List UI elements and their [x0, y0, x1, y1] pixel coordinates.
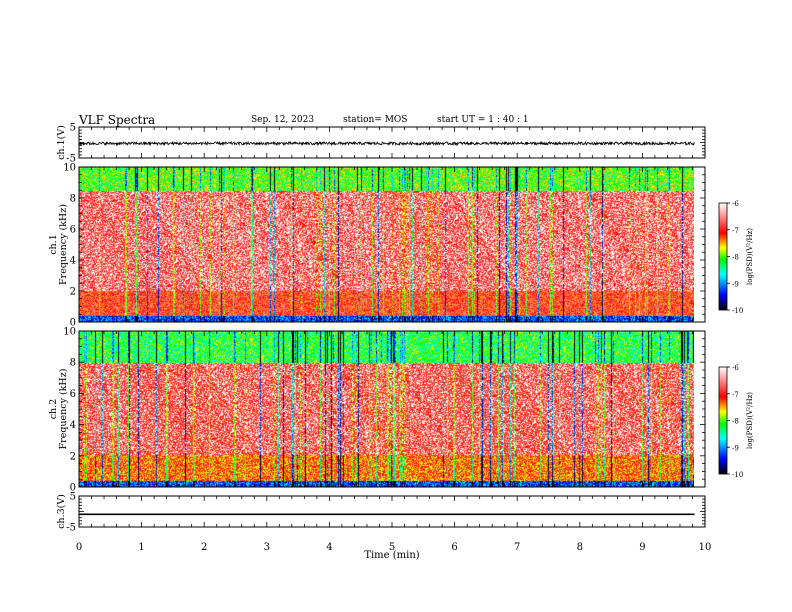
x-tick-label: 4 [326, 542, 332, 553]
y-tick-label: 6 [70, 389, 76, 400]
colorbar-tick-label: -7 [732, 227, 739, 235]
colorbar-label: log(PSD)(V²/Hz) [746, 392, 754, 449]
ch2-spectrogram [79, 331, 694, 487]
y-tick-label: 5 [70, 123, 76, 134]
colorbar-tick-label: -9 [732, 444, 739, 452]
y-axis-label: Frequency (kHz) [58, 369, 69, 450]
colorbar-label: log(PSD)(V²/Hz) [746, 228, 754, 285]
x-tick-label: 5 [389, 542, 395, 553]
colorbar-tick-label: -8 [732, 418, 739, 426]
x-tick-label: 10 [699, 542, 712, 553]
x-tick-label: 6 [451, 542, 457, 553]
colorbar-tick-label: -6 [732, 200, 739, 208]
y-axis-label: ch.1(V) [56, 125, 67, 160]
waveform-layer [78, 140, 695, 516]
x-tick-label: 7 [514, 542, 520, 553]
y-axis-label: Frequency (kHz) [58, 204, 69, 285]
x-tick-label: 3 [264, 542, 270, 553]
y-tick-label: -5 [66, 523, 76, 534]
colorbar-tick-label: -7 [732, 391, 739, 399]
y-tick-label: 10 [63, 327, 76, 338]
y-tick-label: 8 [70, 194, 76, 205]
y-tick-label: 2 [70, 287, 76, 298]
date-label: Sep. 12, 2023 [251, 115, 315, 125]
y-tick-label: 2 [70, 451, 76, 462]
y-axis-label: ch.3(V) [56, 494, 67, 529]
colorbar-tick-label: -10 [732, 471, 743, 479]
colorbar-tick-label: -9 [732, 280, 739, 288]
y-tick-label: 4 [70, 256, 76, 267]
x-tick-label: 2 [201, 542, 207, 553]
y-tick-label: 6 [70, 225, 76, 236]
y-tick-label: -5 [66, 154, 76, 165]
y-tick-label: 0 [70, 483, 76, 494]
y-tick-label: 10 [63, 163, 76, 174]
x-tick-label: 0 [76, 542, 82, 553]
x-tick-label: 1 [138, 542, 144, 553]
colorbar-tick-label: -8 [732, 254, 739, 262]
colorbar-tick-label: -6 [732, 364, 739, 372]
y-tick-label: 0 [70, 318, 76, 329]
ch1-waveform-trace [78, 140, 695, 147]
y-tick-label: 4 [70, 420, 76, 431]
colorbar-tick-label: -10 [732, 307, 743, 315]
figure-title: VLF Spectra [79, 113, 156, 127]
y-tick-label: 8 [70, 358, 76, 369]
start-time-label: start UT = 1 : 40 : 1 [437, 115, 529, 125]
y-axis-label: ch.1 [48, 234, 59, 255]
spectrogram-layer [79, 167, 694, 487]
y-axis-label: ch.2 [48, 399, 59, 420]
ch1-spectrogram [79, 167, 694, 322]
colorbar-1 [718, 202, 728, 311]
colorbar-2 [718, 366, 728, 475]
x-tick-label: 8 [577, 542, 583, 553]
x-tick-label: 9 [639, 542, 645, 553]
x-axis-label: Time (min) [364, 550, 419, 561]
y-tick-label: 5 [70, 492, 76, 503]
station-label: station= MOS [343, 115, 408, 125]
